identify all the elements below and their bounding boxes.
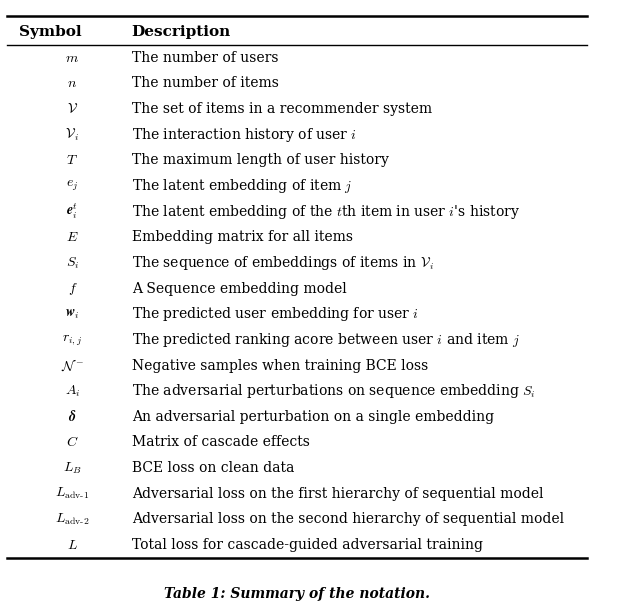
Text: A Sequence embedding model: A Sequence embedding model [132,282,346,295]
Text: $\boldsymbol{e}_i^t$: $\boldsymbol{e}_i^t$ [67,202,79,221]
Text: Symbol: Symbol [19,25,82,39]
Text: An adversarial perturbation on a single embedding: An adversarial perturbation on a single … [132,410,493,424]
Text: $r_{i,j}$: $r_{i,j}$ [63,332,83,347]
Text: $\mathcal{V}_i$: $\mathcal{V}_i$ [65,127,79,143]
Text: The set of items in a recommender system: The set of items in a recommender system [132,102,432,116]
Text: The adversarial perturbations on sequence embedding $S_i$: The adversarial perturbations on sequenc… [132,382,536,400]
Text: The number of users: The number of users [132,51,278,65]
Text: $\mathcal{V}$: $\mathcal{V}$ [67,102,78,116]
Text: $A_i$: $A_i$ [65,384,80,399]
Text: $\boldsymbol{w}_i$: $\boldsymbol{w}_i$ [65,308,80,321]
Text: $\boldsymbol{\delta}$: $\boldsymbol{\delta}$ [68,409,77,425]
Text: $e_j$: $e_j$ [67,179,79,193]
Text: The number of items: The number of items [132,77,278,90]
Text: $f$: $f$ [68,280,77,297]
Text: The sequence of embeddings of items in $\mathcal{V}_i$: The sequence of embeddings of items in $… [132,254,434,272]
Text: $L$: $L$ [67,538,78,552]
Text: Adversarial loss on the first hierarchy of sequential model: Adversarial loss on the first hierarchy … [132,487,543,500]
Text: Matrix of cascade effects: Matrix of cascade effects [132,435,310,449]
Text: The latent embedding of item $j$: The latent embedding of item $j$ [132,177,352,195]
Text: $E$: $E$ [66,230,79,244]
Text: Embedding matrix for all items: Embedding matrix for all items [132,230,353,244]
Text: Total loss for cascade-guided adversarial training: Total loss for cascade-guided adversaria… [132,538,483,552]
Text: $L_B$: $L_B$ [63,461,82,476]
Text: The maximum length of user history: The maximum length of user history [132,153,388,168]
Text: $C$: $C$ [66,435,79,449]
Text: The latent embedding of the $t$th item in user $i$'s history: The latent embedding of the $t$th item i… [132,203,520,221]
Text: Adversarial loss on the second hierarchy of sequential model: Adversarial loss on the second hierarchy… [132,513,564,526]
Text: Table 1: Summary of the notation.: Table 1: Summary of the notation. [164,587,430,601]
Text: $n$: $n$ [67,77,77,90]
Text: BCE loss on clean data: BCE loss on clean data [132,461,294,475]
Text: Negative samples when training BCE loss: Negative samples when training BCE loss [132,359,428,373]
Text: $m$: $m$ [65,51,79,65]
Text: $T$: $T$ [67,153,78,168]
Text: The predicted user embedding for user $i$: The predicted user embedding for user $i… [132,305,419,323]
Text: $L_{\mathrm{adv\text{-}2}}$: $L_{\mathrm{adv\text{-}2}}$ [55,512,90,527]
Text: The interaction history of user $i$: The interaction history of user $i$ [132,125,356,144]
Text: Description: Description [132,25,231,39]
Text: The predicted ranking acore between user $i$ and item $j$: The predicted ranking acore between user… [132,331,520,349]
Text: $L_{\mathrm{adv\text{-}1}}$: $L_{\mathrm{adv\text{-}1}}$ [55,486,90,502]
Text: $S_i$: $S_i$ [66,255,79,271]
Text: $\mathcal{N}^-$: $\mathcal{N}^-$ [61,358,84,373]
